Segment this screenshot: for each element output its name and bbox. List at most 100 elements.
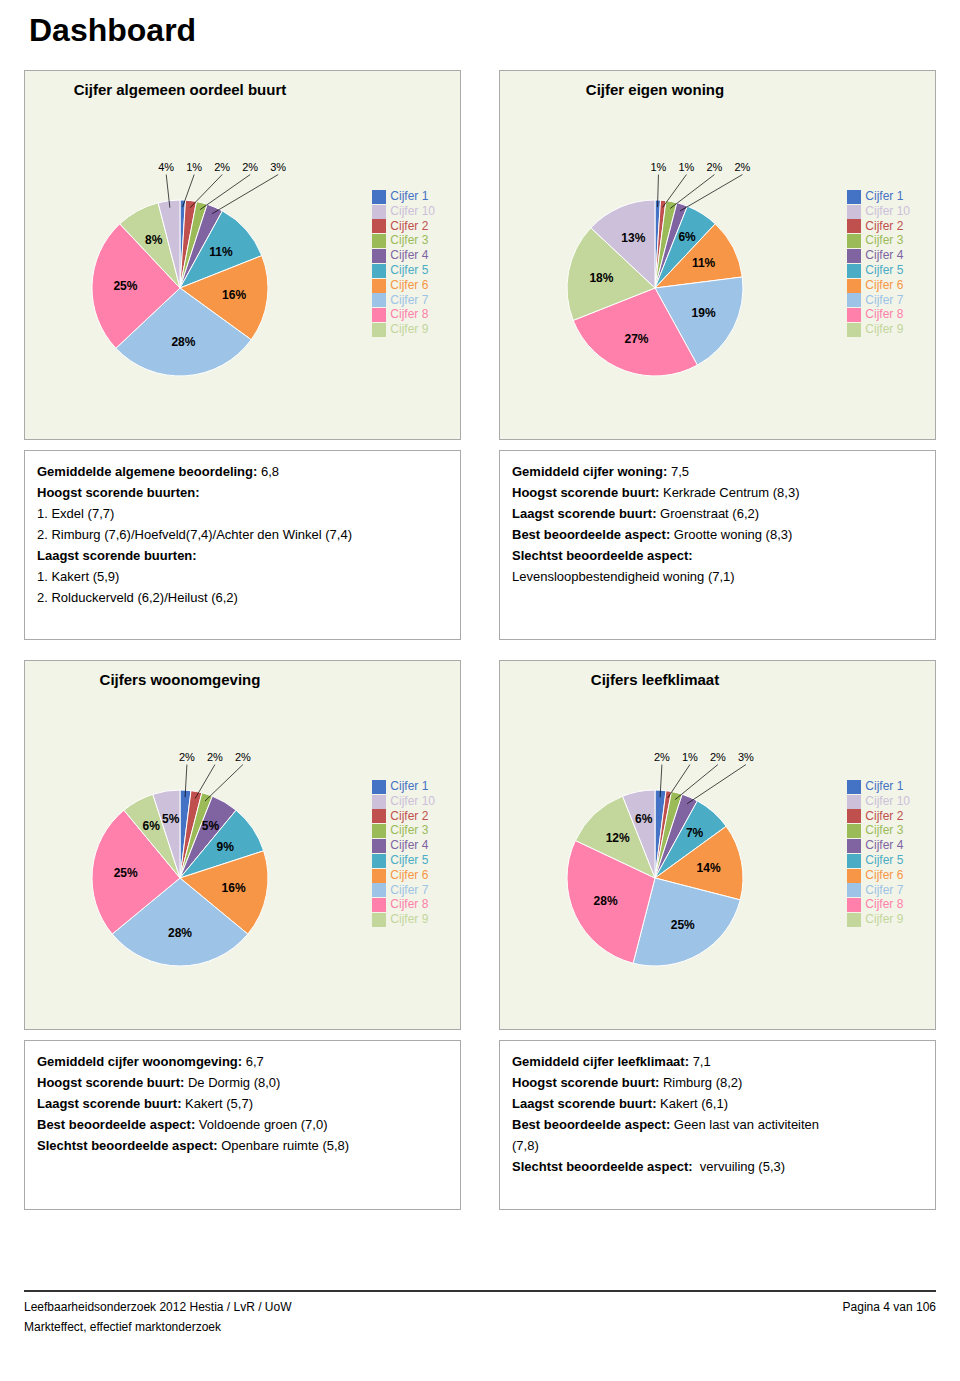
svg-text:25%: 25% <box>114 866 138 880</box>
html-text:Laagst scorende buurt: Kakert: Laagst scorende buurt: Kakert (5,7) <box>37 1096 253 1111</box>
html-text:Cijfer 4: Cijfer 4 <box>865 838 904 853</box>
html-text:Cijfer 7: Cijfer 7 <box>865 882 904 897</box>
svg-text:2%: 2% <box>235 751 251 763</box>
html-text:Cijfer eigen woning: Cijfer eigen woning <box>585 81 725 98</box>
svg-text:5%: 5% <box>202 819 220 833</box>
html-text:Cijfer 9: Cijfer 9 <box>390 912 429 927</box>
svg-text:9%: 9% <box>216 840 234 854</box>
html-text:Cijfer 1: Cijfer 1 <box>865 778 904 793</box>
svg-text:2%: 2% <box>214 161 230 173</box>
html-text:2. Rolduckerveld (6,2)/Heilust: 2. Rolduckerveld (6,2)/Heilust (6,2) <box>37 590 238 605</box>
html-text:2. Rimburg (7,6)/Hoefveld(7,4): 2. Rimburg (7,6)/Hoefveld(7,4)/Achter de… <box>37 527 352 542</box>
svg-text:2%: 2% <box>207 751 223 763</box>
svg-text:1%: 1% <box>682 751 698 763</box>
svg-text:19%: 19% <box>692 306 716 320</box>
html-text:Cijfer algemeen oordeel buurt: Cijfer algemeen oordeel buurt <box>73 81 287 98</box>
html-text:Cijfers leefklimaat: Cijfers leefklimaat <box>590 671 720 688</box>
html-text:Slechtst beoordeelde aspect: O: Slechtst beoordeelde aspect: Openbare ru… <box>37 1138 350 1153</box>
html-text:Cijfers woonomgeving: Cijfers woonomgeving <box>99 671 261 688</box>
svg-text:6%: 6% <box>678 230 696 244</box>
svg-text:28%: 28% <box>594 894 618 908</box>
svg-text:11%: 11% <box>692 256 716 270</box>
svg-text:4%: 4% <box>158 161 174 173</box>
svg-text:13%: 13% <box>621 231 645 245</box>
svg-text:18%: 18% <box>589 271 613 285</box>
html-text:Cijfer 6: Cijfer 6 <box>390 277 429 292</box>
html-text:Cijfer 10: Cijfer 10 <box>865 793 910 808</box>
html-text:Cijfer 2: Cijfer 2 <box>390 808 429 823</box>
html-text:Gemiddeld cijfer woonomgeving:: Gemiddeld cijfer woonomgeving: 6,7 <box>37 1054 264 1069</box>
html-text:Cijfer 8: Cijfer 8 <box>390 307 429 322</box>
html-text:Cijfer 9: Cijfer 9 <box>865 322 904 337</box>
html-text:Hoogst scorende buurt: Kerkrad: Hoogst scorende buurt: Kerkrade Centrum … <box>512 485 800 500</box>
svg-text:2%: 2% <box>179 751 195 763</box>
svg-text:2%: 2% <box>710 751 726 763</box>
html-text:Cijfer 8: Cijfer 8 <box>865 897 904 912</box>
html-text:Cijfer 3: Cijfer 3 <box>865 233 904 248</box>
html-text:Cijfer 9: Cijfer 9 <box>390 322 429 337</box>
html-text:Cijfer 8: Cijfer 8 <box>390 897 429 912</box>
html-text:Cijfer 7: Cijfer 7 <box>865 292 904 307</box>
html-text:Cijfer 1: Cijfer 1 <box>865 188 904 203</box>
svg-text:2%: 2% <box>242 161 258 173</box>
svg-text:1%: 1% <box>651 161 667 173</box>
svg-text:6%: 6% <box>142 819 160 833</box>
html-text:Best beoordeelde aspect: Groot: Best beoordeelde aspect: Grootte woning … <box>512 527 793 542</box>
svg-text:28%: 28% <box>171 335 195 349</box>
svg-text:25%: 25% <box>113 279 137 293</box>
html-text:Cijfer 2: Cijfer 2 <box>865 218 904 233</box>
html-text:Gemiddelde algemene beoordelin: Gemiddelde algemene beoordeling: 6,8 <box>37 464 279 479</box>
svg-text:5%: 5% <box>162 812 180 826</box>
html-text:Cijfer 4: Cijfer 4 <box>390 248 429 263</box>
html-text:Cijfer 10: Cijfer 10 <box>865 203 910 218</box>
html-text:Cijfer 3: Cijfer 3 <box>390 823 429 838</box>
html-text:Cijfer 6: Cijfer 6 <box>865 867 904 882</box>
html-text:Cijfer 9: Cijfer 9 <box>865 912 904 927</box>
svg-text:1%: 1% <box>679 161 695 173</box>
svg-text:3%: 3% <box>738 751 754 763</box>
html-text:Cijfer 7: Cijfer 7 <box>390 292 429 307</box>
html-text:Cijfer 4: Cijfer 4 <box>865 248 904 263</box>
html-text:Cijfer 2: Cijfer 2 <box>390 218 429 233</box>
html-text:Cijfer 7: Cijfer 7 <box>390 882 429 897</box>
html-text:Hoogst scorende buurten:: Hoogst scorende buurten: <box>37 485 200 500</box>
svg-text:12%: 12% <box>606 831 630 845</box>
svg-text:16%: 16% <box>222 881 246 895</box>
html-text:Best beoordeelde aspect: Voldo: Best beoordeelde aspect: Voldoende groen… <box>37 1117 328 1132</box>
html-text:Gemiddeld cijfer leefklimaat:: Gemiddeld cijfer leefklimaat: 7,1 <box>512 1054 711 1069</box>
html-text:Hoogst scorende buurt: De Dorm: Hoogst scorende buurt: De Dormig (8,0) <box>37 1075 281 1090</box>
svg-text:11%: 11% <box>209 245 233 259</box>
html-text:Cijfer 4: Cijfer 4 <box>390 838 429 853</box>
svg-text:8%: 8% <box>145 233 163 247</box>
html-text:1. Exdel (7,7): 1. Exdel (7,7) <box>37 506 115 521</box>
html-text:Cijfer 1: Cijfer 1 <box>390 188 429 203</box>
html-text:Cijfer 6: Cijfer 6 <box>865 277 904 292</box>
svg-text:1%: 1% <box>186 161 202 173</box>
svg-text:3%: 3% <box>270 161 286 173</box>
html-text:Gemiddeld cijfer woning: 7,5: Gemiddeld cijfer woning: 7,5 <box>512 464 689 479</box>
html-text:Cijfer 6: Cijfer 6 <box>390 867 429 882</box>
html-text:Laagst scorende buurt: Groenst: Laagst scorende buurt: Groenstraat (6,2) <box>512 506 760 521</box>
html-text:Cijfer 8: Cijfer 8 <box>865 307 904 322</box>
svg-text:28%: 28% <box>168 926 192 940</box>
html-text:Cijfer 3: Cijfer 3 <box>865 823 904 838</box>
svg-text:16%: 16% <box>222 288 246 302</box>
html-text:1. Kakert (5,9): 1. Kakert (5,9) <box>37 569 120 584</box>
html-text:Dashboard: Dashboard <box>29 12 197 48</box>
svg-text:2%: 2% <box>735 161 751 173</box>
html-text:Cijfer 1: Cijfer 1 <box>390 778 429 793</box>
svg-text:27%: 27% <box>625 332 649 346</box>
html-text:Cijfer 10: Cijfer 10 <box>390 203 435 218</box>
html-text:Cijfer 10: Cijfer 10 <box>390 793 435 808</box>
svg-text:14%: 14% <box>697 861 721 875</box>
html-text:Cijfer 3: Cijfer 3 <box>390 233 429 248</box>
html-text:Levensloopbestendigheid woning: Levensloopbestendigheid woning (7,1) <box>512 569 735 584</box>
html-text:Laagst scorende buurten:: Laagst scorende buurten: <box>37 548 197 563</box>
svg-text:2%: 2% <box>654 751 670 763</box>
svg-text:7%: 7% <box>686 826 704 840</box>
html-text:Slechtst beoordeelde aspect:: Slechtst beoordeelde aspect: <box>512 548 693 563</box>
svg-text:6%: 6% <box>635 812 653 826</box>
svg-text:2%: 2% <box>707 161 723 173</box>
html-text:Cijfer 2: Cijfer 2 <box>865 808 904 823</box>
svg-text:25%: 25% <box>671 918 695 932</box>
